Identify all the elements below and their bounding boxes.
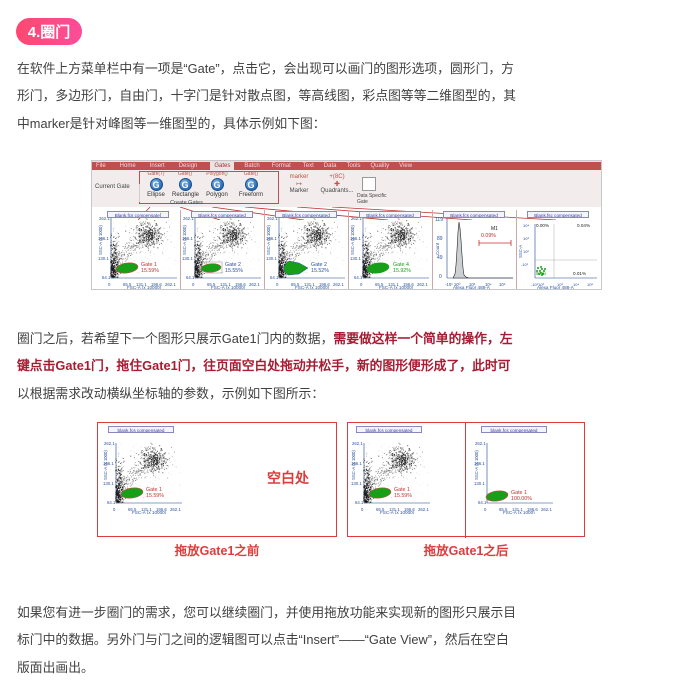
svg-text:0.01%: 0.01% <box>573 271 586 276</box>
svg-text:15.59%: 15.59% <box>394 493 412 499</box>
svg-text:0.00%: 0.00% <box>536 223 549 228</box>
svg-text:100.00%: 100.00% <box>511 496 532 502</box>
svg-text:SSC-A (x 1000): SSC-A (x 1000) <box>474 450 479 480</box>
svg-text:10⁵: 10⁵ <box>499 282 506 287</box>
svg-text:-10¹: -10¹ <box>521 262 529 267</box>
svg-text:Count: Count <box>435 242 440 255</box>
svg-text:15.52%: 15.52% <box>311 268 329 274</box>
svg-text:Alexa Fluor 488-A: Alexa Fluor 488-A <box>537 285 575 289</box>
svg-text:SSC-A: SSC-A <box>518 245 523 258</box>
svg-text:15.92%: 15.92% <box>393 268 411 274</box>
svg-text:15.55%: 15.55% <box>225 268 243 274</box>
svg-text:10³: 10³ <box>523 236 529 241</box>
svg-text:0.04%: 0.04% <box>577 223 590 228</box>
svg-text:Alexa Fluor 488-A: Alexa Fluor 488-A <box>453 285 491 289</box>
svg-text:10⁴: 10⁴ <box>523 223 529 228</box>
svg-text:119: 119 <box>435 217 443 223</box>
svg-text:262.1: 262.1 <box>475 441 486 446</box>
svg-text:262.1: 262.1 <box>541 507 552 512</box>
svg-text:10⁵: 10⁵ <box>587 282 593 287</box>
svg-text:130.1: 130.1 <box>474 481 485 486</box>
svg-text:10⁴: 10⁴ <box>573 282 579 287</box>
svg-text:0.09%: 0.09% <box>481 233 496 239</box>
svg-text:M1: M1 <box>491 226 498 232</box>
svg-text:89: 89 <box>437 236 443 242</box>
svg-text:0: 0 <box>439 274 442 280</box>
svg-text:15.59%: 15.59% <box>146 493 164 499</box>
svg-text:64.1: 64.1 <box>478 500 487 505</box>
svg-text:15.59%: 15.59% <box>141 268 159 274</box>
svg-text:10²: 10² <box>523 249 529 254</box>
svg-text:0: 0 <box>484 507 487 512</box>
svg-text:FSC-A (x 1000): FSC-A (x 1000) <box>503 510 535 514</box>
